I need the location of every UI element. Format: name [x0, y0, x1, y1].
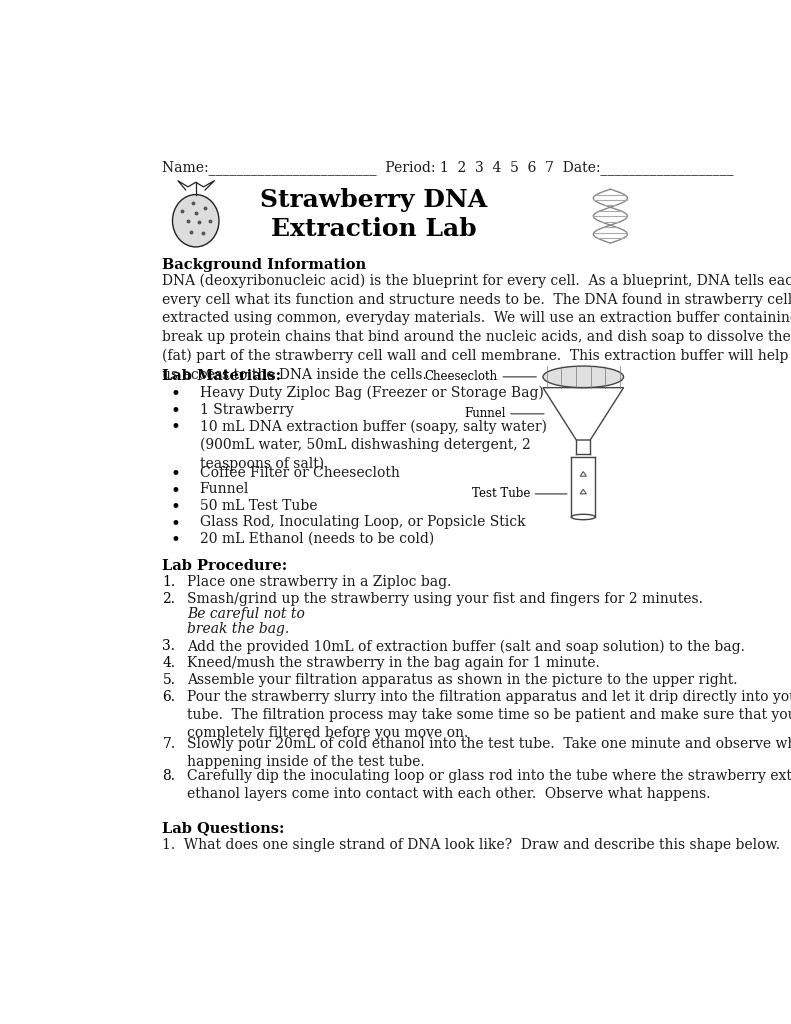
Text: Test Tube: Test Tube: [471, 487, 530, 501]
Text: Heavy Duty Ziploc Bag (Freezer or Storage Bag): Heavy Duty Ziploc Bag (Freezer or Storag…: [199, 386, 543, 400]
Text: Smash/grind up the strawberry using your fist and fingers for 2 minutes.: Smash/grind up the strawberry using your…: [187, 592, 712, 606]
Text: Lab Questions:: Lab Questions:: [162, 821, 285, 836]
Text: Place one strawberry in a Ziploc bag.: Place one strawberry in a Ziploc bag.: [187, 575, 452, 589]
Text: •: •: [171, 515, 180, 532]
Text: •: •: [171, 401, 180, 420]
Text: 8.: 8.: [162, 769, 176, 783]
Text: Pour the strawberry slurry into the filtration apparatus and let it drip directl: Pour the strawberry slurry into the filt…: [187, 690, 791, 740]
Text: Slowly pour 20mL of cold ethanol into the test tube.  Take one minute and observ: Slowly pour 20mL of cold ethanol into th…: [187, 737, 791, 769]
Text: Assemble your filtration apparatus as shown in the picture to the upper right.: Assemble your filtration apparatus as sh…: [187, 673, 738, 687]
Text: 10 mL DNA extraction buffer (soapy, salty water)
(900mL water, 50mL dishwashing : 10 mL DNA extraction buffer (soapy, salt…: [199, 419, 547, 471]
Text: •: •: [171, 498, 180, 516]
Text: Extraction Lab: Extraction Lab: [271, 217, 477, 241]
Ellipse shape: [543, 367, 623, 388]
Ellipse shape: [172, 195, 219, 247]
Text: •: •: [171, 385, 180, 403]
Text: Cheesecloth: Cheesecloth: [425, 371, 498, 383]
Text: 4.: 4.: [162, 656, 176, 670]
Text: •: •: [171, 465, 180, 483]
Text: 6.: 6.: [162, 690, 176, 703]
Text: Add the provided 10mL of extraction buffer (salt and soap solution) to the bag.: Add the provided 10mL of extraction buff…: [187, 639, 745, 653]
Text: :: :: [312, 258, 317, 272]
Text: Strawberry DNA: Strawberry DNA: [260, 187, 487, 212]
Text: •: •: [171, 481, 180, 500]
Text: Glass Rod, Inoculating Loop, or Popsicle Stick: Glass Rod, Inoculating Loop, or Popsicle…: [199, 515, 525, 529]
Text: Background Information: Background Information: [162, 258, 366, 272]
Text: Be careful not to: Be careful not to: [187, 607, 305, 622]
Text: Lab Procedure:: Lab Procedure:: [162, 559, 288, 572]
Text: Coffee Filter or Cheesecloth: Coffee Filter or Cheesecloth: [199, 466, 399, 480]
Text: 1.: 1.: [162, 575, 176, 589]
Text: 20 mL Ethanol (needs to be cold): 20 mL Ethanol (needs to be cold): [199, 532, 434, 546]
Text: 1.  What does one single strand of DNA look like?  Draw and describe this shape : 1. What does one single strand of DNA lo…: [162, 838, 781, 852]
Text: 1 Strawberry: 1 Strawberry: [199, 402, 293, 417]
Text: 3.: 3.: [162, 639, 176, 653]
Text: DNA (deoxyribonucleic acid) is the blueprint for every cell.  As a blueprint, DN: DNA (deoxyribonucleic acid) is the bluep…: [162, 273, 791, 382]
Text: Name:________________________  Period: 1  2  3  4  5  6  7  Date:_______________: Name:________________________ Period: 1 …: [162, 161, 734, 175]
Text: Funnel: Funnel: [464, 408, 505, 420]
Text: 2.: 2.: [162, 592, 176, 606]
Text: Kneed/mush the strawberry in the bag again for 1 minute.: Kneed/mush the strawberry in the bag aga…: [187, 656, 600, 670]
Text: 7.: 7.: [162, 737, 176, 751]
Text: •: •: [171, 419, 180, 436]
Text: break the bag.: break the bag.: [187, 623, 290, 636]
Text: Funnel: Funnel: [199, 482, 249, 497]
Text: Lab Materials:: Lab Materials:: [162, 369, 282, 383]
Text: 5.: 5.: [162, 673, 176, 687]
Text: Carefully dip the inoculating loop or glass rod into the tube where the strawber: Carefully dip the inoculating loop or gl…: [187, 769, 791, 801]
Text: •: •: [171, 531, 180, 549]
Text: 50 mL Test Tube: 50 mL Test Tube: [199, 499, 317, 513]
